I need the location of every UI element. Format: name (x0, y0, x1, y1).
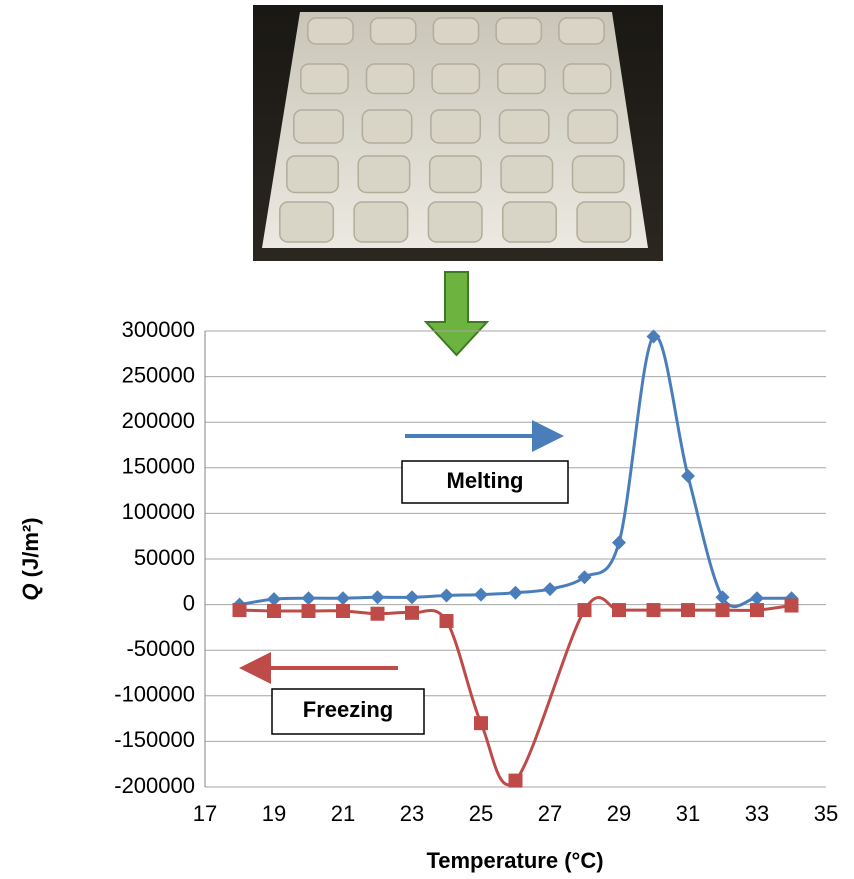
x-tick-label: 19 (262, 801, 286, 826)
data-point (474, 716, 488, 730)
data-point (716, 603, 730, 617)
chart: -200000 -150000 -100000 -50000 0 50000 100000 1… (0, 0, 854, 879)
y-tick-label: 50000 (134, 545, 195, 570)
y-tick-label: 0 (183, 590, 195, 615)
photo (253, 5, 663, 261)
y-axis-symbol: Q (18, 583, 43, 600)
data-point (612, 536, 626, 550)
annotation: Melting (447, 468, 524, 493)
data-point (647, 603, 661, 617)
x-tick-label: 25 (469, 801, 493, 826)
x-tick-label: 35 (814, 801, 838, 826)
y-tick-label: 100000 (122, 499, 195, 524)
y-tick-label: 250000 (122, 362, 195, 387)
x-tick-label: 23 (400, 801, 424, 826)
data-point (785, 599, 799, 613)
annotation: Freezing (303, 697, 393, 722)
x-tick-label: 29 (607, 801, 631, 826)
data-point (302, 604, 316, 618)
x-tick-label: 31 (676, 801, 700, 826)
data-point (233, 603, 247, 617)
data-point (371, 590, 385, 604)
data-point (336, 604, 350, 618)
freezing-annotation: Freezing (247, 668, 424, 734)
data-point (302, 591, 316, 605)
x-axis-title: Temperature (°C) (426, 848, 603, 873)
data-point (578, 570, 592, 584)
y-tick-label: -150000 (114, 727, 195, 752)
data-point (612, 603, 626, 617)
data-point (750, 603, 764, 617)
data-point (267, 604, 281, 618)
data-point (474, 588, 488, 602)
data-point (681, 469, 695, 483)
y-tick-label: 200000 (122, 408, 195, 433)
x-tick-label: 33 (745, 801, 769, 826)
data-point (405, 606, 419, 620)
x-tick-label: 21 (331, 801, 355, 826)
y-tick-label: -200000 (114, 773, 195, 798)
data-point (543, 582, 557, 596)
data-point (371, 607, 385, 621)
data-point (509, 774, 523, 788)
y-tick-label: 300000 (122, 317, 195, 342)
data-point (440, 614, 454, 628)
y-tick-label: -100000 (114, 682, 195, 707)
down-arrow (426, 272, 487, 355)
data-point (509, 586, 523, 600)
y-axis-unit: (J/m²) (18, 517, 43, 577)
data-point (440, 588, 454, 602)
x-tick-label: 27 (538, 801, 562, 826)
y-tick-label: 150000 (122, 454, 195, 479)
data-point (405, 590, 419, 604)
y-tick-label: -50000 (126, 636, 195, 661)
x-tick-label: 17 (193, 801, 217, 826)
melting-annotation: Melting (402, 436, 568, 503)
y-axis-title: Q (J/m²) (18, 517, 43, 600)
data-point (336, 591, 350, 605)
data-point (681, 603, 695, 617)
data-point (578, 603, 592, 617)
